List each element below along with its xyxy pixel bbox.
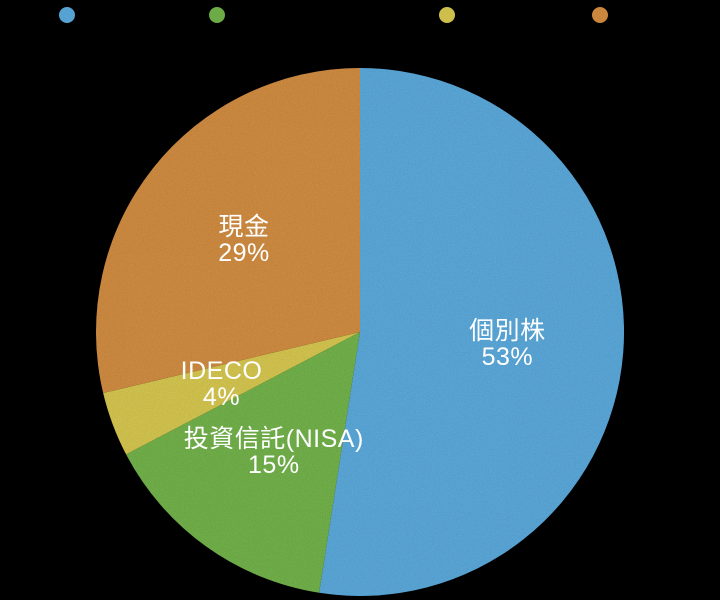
legend-color-dot (439, 6, 455, 23)
legend-item-2[interactable]: 投資信託(NISA) (209, 3, 396, 26)
legend-item-1[interactable]: 個別株 (59, 3, 154, 26)
legend-item-4[interactable]: 現金 (592, 3, 664, 26)
legend-color-dot (592, 6, 608, 23)
legend-color-dot (59, 6, 75, 23)
legend-item-3[interactable]: IDECO (439, 3, 538, 26)
legend-color-dot (209, 6, 225, 23)
chart-legend: 個別株 投資信託(NISA) IDECO 現金 (0, 0, 720, 26)
legend-item-label: 投資信託(NISA) (235, 1, 396, 27)
legend-item-label: 現金 (618, 1, 664, 27)
legend-item-label: IDECO (465, 1, 538, 27)
pie-grain-texture (96, 68, 624, 596)
legend-item-label: 個別株 (85, 1, 154, 27)
